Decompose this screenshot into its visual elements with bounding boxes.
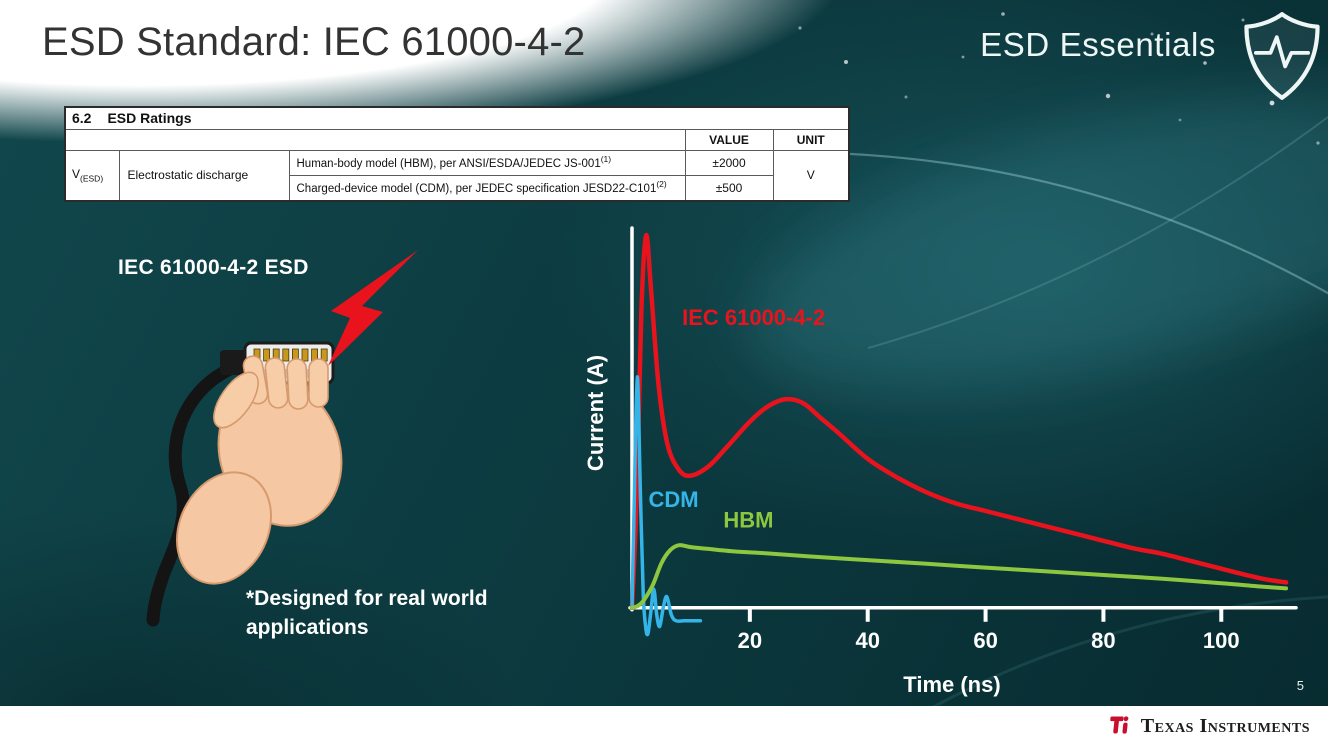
series-cdm [630,375,703,637]
ti-logo-icon [1110,716,1129,734]
footer-bar: Texas Instruments [0,706,1328,746]
ti-logo-text: Texas Instruments [1140,714,1310,737]
sparkle-dots [798,12,1320,145]
parameter-cell: Electrostatic discharge [118,149,290,202]
table-section-header: 6.2 ESD Ratings [64,106,850,130]
unit-column-header: UNIT [772,129,850,151]
wrist [175,471,273,585]
hbm-value-cell: ±2000 [684,150,774,176]
unit-cell: V [772,149,850,202]
x-tick-label: 60 [973,628,997,653]
x-tick-label: 100 [1203,628,1240,653]
esd-current-waveform-chart: Current (A) 20 40 60 80 100 IEC 61000-4-2 CDM H… [552,210,1312,702]
page-number: 5 [1296,678,1304,693]
series-label-iec-61000-4-2: IEC 61000-4-2 [682,305,825,330]
chart-plot-area: 20 40 60 80 100 IEC 61000-4-2 CDM HBM [628,226,1298,653]
teal-glow [750,91,1328,389]
hand-connector-illustration [146,250,418,627]
x-tick-label: 20 [738,628,762,653]
section-number: 6.2 [72,110,92,126]
section-title: ESD Ratings [107,110,192,126]
value-column-header: VALUE [684,129,774,151]
series-brand-title: ESD Essentials [980,26,1216,63]
lightning-bolt-icon [328,250,418,366]
cable [146,363,235,627]
thumb [213,371,259,429]
slide-title: ESD Standard: IEC 61000-4-2 [42,20,586,64]
series-hbm [630,543,1289,610]
esd-ratings-table: 6.2 ESD Ratings VALUE UNIT V(ESD) Electro… [64,106,851,202]
table-empty-header-cell [64,129,686,151]
series-label-cdm: CDM [649,487,699,512]
ti-logo: Texas Instruments [1107,713,1310,739]
cdm-description-cell: Charged-device model (CDM), per JEDEC sp… [288,174,686,202]
designed-note: *Designed for real world applications [246,587,488,640]
shield-heartbeat-icon [1244,12,1320,100]
chart-x-axis-label: Time (ns) [903,672,1001,697]
x-tick-label: 80 [1091,628,1115,653]
cdm-value-cell: ±500 [684,174,774,202]
x-tick-label: 40 [855,628,879,653]
series-label-hbm: HBM [723,508,773,533]
swoosh-line-2 [867,115,1328,349]
connector-backshell [220,350,248,375]
symbol-cell: V(ESD) [64,149,120,202]
hbm-description-cell: Human-body model (HBM), per ANSI/ESDA/JE… [288,150,686,176]
series-iec-61000-4-2 [629,233,1289,611]
iec-esd-caption: IEC 61000-4-2 ESD [118,256,309,279]
